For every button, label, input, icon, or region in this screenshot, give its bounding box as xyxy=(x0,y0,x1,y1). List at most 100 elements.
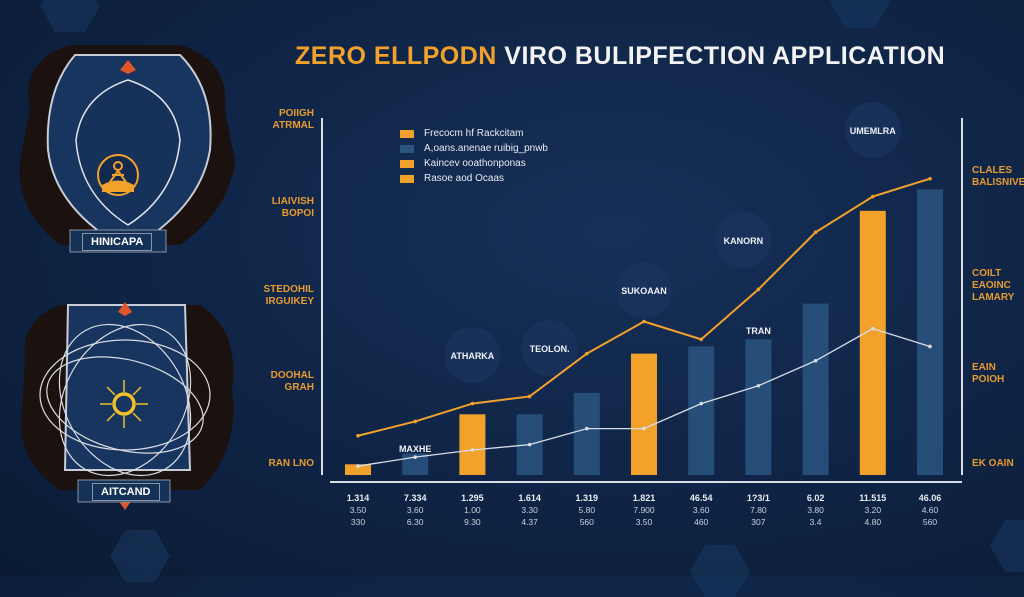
right-axis-label: COILT EAOINC LAMARY xyxy=(972,268,1015,303)
x-tick-label: 1.295 1.00 9.30 xyxy=(447,492,497,528)
tick-sub: 307 xyxy=(751,517,766,527)
tick-sub: 330 xyxy=(350,517,366,527)
tick-main: 1.314 xyxy=(346,493,370,503)
bar xyxy=(459,414,486,475)
annotation-label: MAXHE xyxy=(399,444,432,454)
line-point xyxy=(527,394,532,399)
line-point xyxy=(871,194,875,199)
x-tick-label: 1.821 7.900 3.50 xyxy=(619,492,669,528)
line-point xyxy=(756,383,761,388)
line-point xyxy=(413,419,418,424)
badge-bottom-label: AITCAND xyxy=(92,483,160,501)
annotation-bubble xyxy=(715,212,772,268)
tick-sub: 9.30 xyxy=(464,517,481,527)
tick-sub: 560 xyxy=(579,517,594,527)
legend-swatch xyxy=(400,174,414,183)
left-axis-label: LIAIVISH BOPOI xyxy=(271,196,314,219)
bar xyxy=(345,464,371,475)
tick-sub: 4.60 xyxy=(921,505,939,515)
line-point xyxy=(813,230,818,235)
bar xyxy=(745,339,772,475)
annotation-label: UMEMLRA xyxy=(850,126,896,136)
annotation-label: KANORN xyxy=(724,236,764,246)
tick-main: 46.54 xyxy=(689,493,713,503)
tick-sub: 3.80 xyxy=(807,505,824,515)
tick-sub: 3.20 xyxy=(864,505,882,515)
tick-main: 11.515 xyxy=(859,493,887,503)
line-point xyxy=(871,326,875,331)
left-axis-label: RAN LNO xyxy=(268,458,314,469)
x-tick-label: 46.06 4.60 560 xyxy=(905,492,955,528)
tick-main: 1.614 xyxy=(518,493,541,503)
tick-sub: 7.80 xyxy=(750,505,767,515)
annotation-bubble xyxy=(616,262,672,318)
line-point xyxy=(928,176,932,181)
title-part-1: ZERO ELLPODN xyxy=(295,42,497,70)
legend-label: Rasoe aod Ocaas xyxy=(424,173,505,184)
x-tick-label: 1.614 3.30 4.37 xyxy=(505,492,555,528)
page-title: ZERO ELLPODN VIRO BULIPFECTION APPLICATI… xyxy=(295,42,945,71)
badge-top-label: HINICAPA xyxy=(82,233,153,251)
legend-item: Rasoe aod Ocaas xyxy=(400,171,548,186)
annotation-label: SUKOAAN xyxy=(621,286,667,296)
line-point xyxy=(413,455,418,459)
line-point xyxy=(470,401,475,406)
line-point xyxy=(356,433,360,438)
tick-main: 1.319 xyxy=(575,493,599,503)
tick-sub: 560 xyxy=(922,517,938,527)
line-point xyxy=(928,344,932,349)
bar xyxy=(859,210,886,475)
tick-sub: 3.60 xyxy=(692,505,710,515)
tick-sub: 3.50 xyxy=(635,517,653,527)
x-tick-label: 1?3/1 7.80 307 xyxy=(733,492,783,528)
legend-label: Kaincev ooathonponas xyxy=(424,158,526,169)
title-part-2: VIRO BULIPFECTION APPLICATION xyxy=(504,42,946,70)
right-axis-label: EAIN POIOH xyxy=(972,362,1005,385)
bar xyxy=(573,392,600,475)
line-point xyxy=(356,464,360,468)
annotation-bubble xyxy=(844,102,901,158)
chart: MAXHE ATHARKA TEOLON. SUKOAAN TRAN KANORN UMEM… xyxy=(321,102,963,483)
legend-swatch xyxy=(400,159,414,168)
line-point xyxy=(813,358,818,363)
legend-label: Frecocm hf Rackcitam xyxy=(424,128,524,139)
flame-icon xyxy=(118,302,132,316)
x-tick-label: 1.319 5.80 560 xyxy=(562,492,612,528)
bar xyxy=(688,346,715,475)
left-axis-label: POIIGH ATRMAL xyxy=(272,108,314,131)
tick-sub: 1.00 xyxy=(464,505,481,515)
right-axis-label: EK OAIN xyxy=(972,458,1014,469)
tick-sub: 3.4 xyxy=(809,517,822,527)
legend-label: A,oans.anenae ruibig_pnwb xyxy=(424,143,548,154)
tick-sub: 6.30 xyxy=(406,517,424,527)
tick-main: 1.821 xyxy=(632,493,656,503)
line-point xyxy=(642,319,646,324)
x-tick-label: 6.02 3.80 3.4 xyxy=(791,492,841,528)
annotation-label: TRAN xyxy=(746,326,771,336)
tick-sub: 5.80 xyxy=(578,505,596,515)
legend-item: Kaincev ooathonponas xyxy=(400,156,548,171)
x-tick-label: 7.334 3.60 6.30 xyxy=(390,492,440,528)
left-axis-label: STEDOHIL IRGUIKEY xyxy=(263,284,314,307)
line-point xyxy=(585,426,589,431)
bar xyxy=(631,353,657,475)
sun-icon xyxy=(100,380,148,428)
line-point xyxy=(527,442,532,447)
legend-swatch xyxy=(400,129,414,138)
legend-swatch xyxy=(400,144,414,153)
tick-sub: 3.30 xyxy=(521,505,538,515)
x-tick-label: 1.314 3.50 330 xyxy=(333,492,383,528)
tick-main: 1?3/1 xyxy=(746,493,770,503)
tick-main: 46.06 xyxy=(918,493,942,503)
line-point xyxy=(699,337,703,342)
line-point xyxy=(756,287,761,292)
bar xyxy=(402,453,429,475)
legend: Frecocm hf Rackcitam A,oans.anenae ruibig… xyxy=(400,126,548,186)
line-point xyxy=(699,401,703,406)
tick-sub: 3.50 xyxy=(349,505,367,515)
annotation-bubble xyxy=(444,327,501,383)
line-point xyxy=(585,351,589,356)
right-axis-label: CLALES BALISNIVE xyxy=(972,165,1024,188)
flame-icon xyxy=(120,60,136,74)
tick-sub: 7.900 xyxy=(633,505,655,515)
